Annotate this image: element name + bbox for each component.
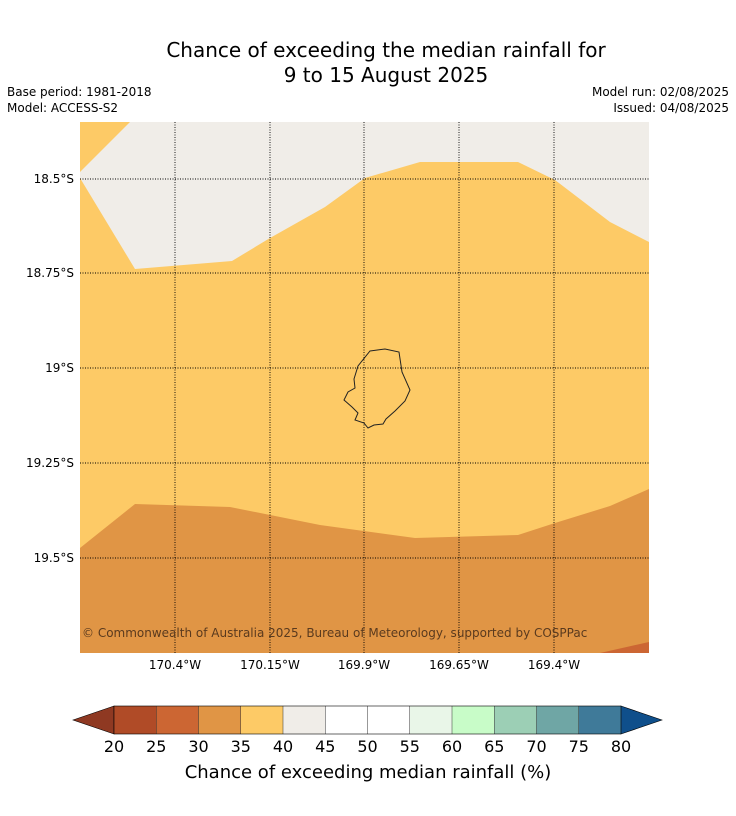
- colorbar-tick-label: 80: [611, 737, 631, 756]
- lat-tick-label: 19.5°S: [34, 551, 74, 565]
- colorbar-cell: [240, 706, 284, 734]
- niue-island-outline: [343, 348, 411, 429]
- lon-tick-label: 169.4°W: [528, 658, 580, 672]
- colorbar-cell: [536, 706, 580, 734]
- lon-tick-label: 169.9°W: [338, 658, 390, 672]
- title-line-1: Chance of exceeding the median rainfall …: [166, 38, 606, 62]
- lon-tick-label: 170.4°W: [149, 658, 201, 672]
- colorbar-tick-labels: 20 25 30 35 40 45 50 55 60 65 70 75 80: [104, 737, 631, 756]
- colorbar-tick-label: 75: [569, 737, 589, 756]
- lon-tick-label: 170.15°W: [240, 658, 300, 672]
- band-40-45: [80, 122, 649, 269]
- issued-date: Issued: 04/08/2025: [613, 101, 729, 115]
- colorbar-title: Chance of exceeding median rainfall (%): [185, 762, 552, 783]
- lon-tick-labels: 170.4°W 170.15°W 169.9°W 169.65°W 169.4°…: [149, 658, 580, 672]
- map-title: Chance of exceeding the median rainfall …: [0, 38, 736, 88]
- lon-tick-label: 169.65°W: [429, 658, 489, 672]
- meta-left: Base period: 1981-2018 Model: ACCESS-S2: [7, 84, 152, 116]
- colorbar-tick-label: 50: [357, 737, 377, 756]
- colorbar-cell: [452, 706, 495, 734]
- colorbar-cell: [283, 706, 326, 734]
- graticule: [80, 122, 649, 653]
- colorbar-tick-label: 30: [188, 737, 208, 756]
- lat-tick-label: 18.75°S: [26, 266, 74, 280]
- colorbar-tick-label: 55: [400, 737, 420, 756]
- colorbar-cells: [114, 706, 622, 734]
- colorbar-tick-label: 45: [315, 737, 335, 756]
- meta-right: Model run: 02/08/2025 Issued: 04/08/2025: [592, 84, 729, 116]
- colorbar-cell: [156, 706, 199, 734]
- base-period: Base period: 1981-2018: [7, 85, 152, 99]
- title-line-2: 9 to 15 August 2025: [283, 63, 489, 87]
- colorbar-frame: [113, 705, 622, 735]
- colorbar-tick-label: 35: [231, 737, 251, 756]
- band-30-35: [80, 489, 649, 653]
- colorbar-tick-label: 65: [484, 737, 504, 756]
- lat-tick-label: 18.5°S: [34, 172, 74, 186]
- band-25-30: [600, 642, 649, 653]
- colorbar-cell: [367, 706, 411, 734]
- colorbar-tick-label: 60: [442, 737, 462, 756]
- colorbar-tick-label: 70: [526, 737, 546, 756]
- colorbar-cell: [578, 706, 622, 734]
- colorbar-cell: [114, 706, 157, 734]
- colorbar-tick-label: 25: [146, 737, 166, 756]
- lat-tick-label: 19°S: [45, 361, 74, 375]
- colorbar-high-extend: [620, 705, 663, 735]
- colorbar-cell: [494, 706, 537, 734]
- colorbar-cell: [198, 706, 242, 734]
- colorbar-cell: [409, 706, 453, 734]
- model-run: Model run: 02/08/2025: [591, 85, 729, 99]
- model-name: Model: ACCESS-S2: [7, 101, 119, 115]
- colorbar: 20 25 30 35 40 45 50 55 60 65 70 75 80 Chance of exc…: [72, 705, 663, 783]
- colorbar-cell: [325, 706, 368, 734]
- colorbar-tick-label: 40: [273, 737, 293, 756]
- lat-tick-label: 19.25°S: [26, 456, 74, 470]
- colorbar-low-extend: [72, 705, 115, 735]
- map-area: © Commonwealth of Australia 2025, Bureau…: [80, 122, 649, 653]
- lat-tick-labels: 18.5°S 18.75°S 19°S 19.25°S 19.5°S: [26, 172, 74, 565]
- colorbar-tick-label: 20: [104, 737, 124, 756]
- copyright-notice: © Commonwealth of Australia 2025, Bureau…: [82, 626, 587, 640]
